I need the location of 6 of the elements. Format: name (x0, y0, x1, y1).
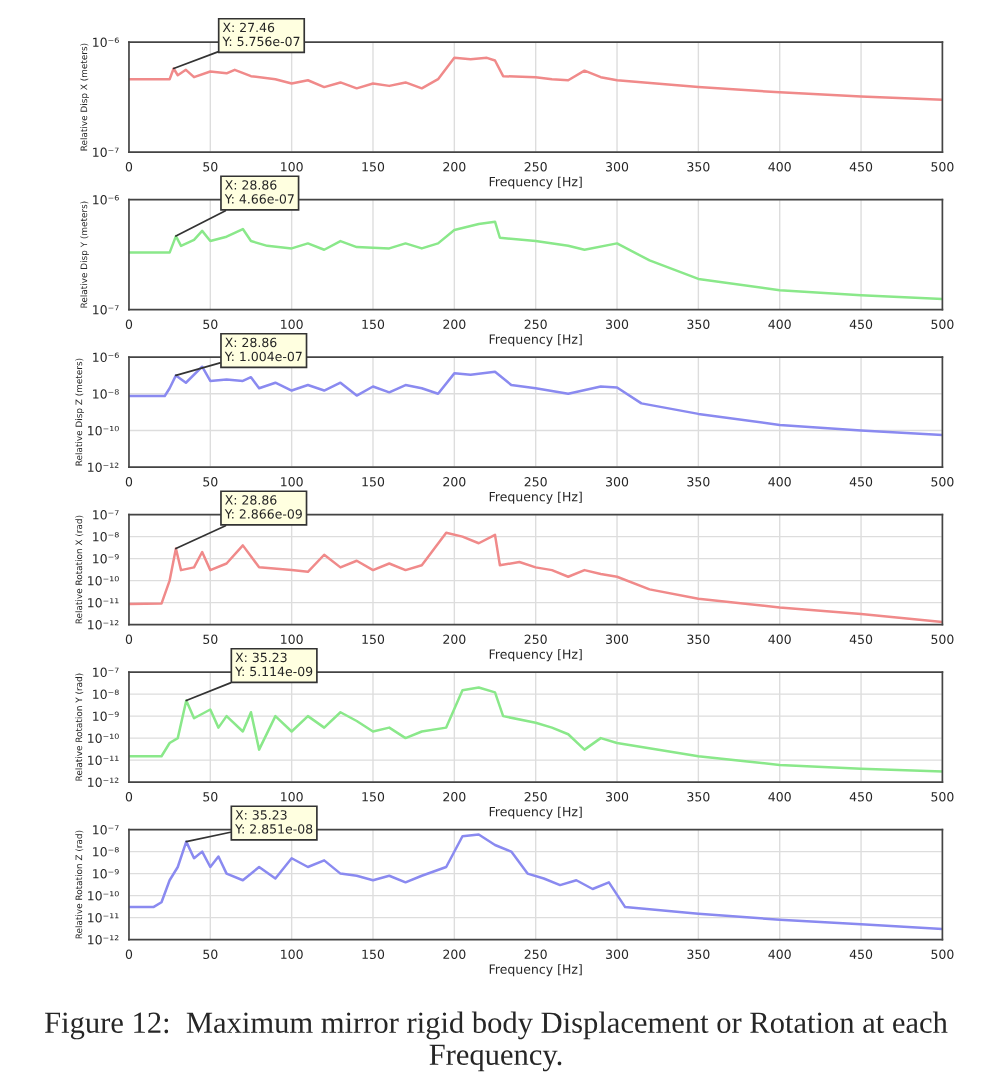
line-series (128, 686, 943, 773)
line-series (128, 365, 943, 437)
line-series (128, 220, 943, 301)
caption: Figure 12: Maximum mirror rigid body Displacement or Rotation at each Frequency. (45, 1011, 948, 1072)
line-series (128, 56, 943, 101)
line-series (128, 833, 943, 931)
